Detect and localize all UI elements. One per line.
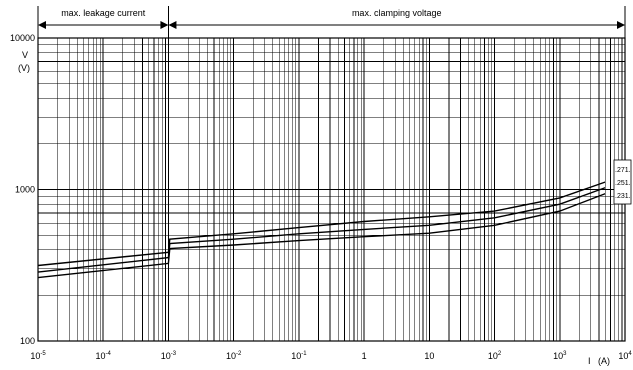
x-tick-label: 10-5 (30, 351, 46, 361)
x-tick-label: 10 (424, 351, 434, 361)
x-axis-unit: (A) (598, 356, 610, 366)
y-tick-label: 1000 (15, 185, 35, 195)
region-label: max. leakage current (61, 8, 146, 18)
legend-entry: .271. (615, 167, 631, 174)
series-line (37, 192, 606, 279)
x-tick-label: 104 (618, 351, 632, 361)
region-arrowhead-left (38, 21, 46, 29)
y-axis-label: V (22, 50, 28, 60)
grid (37, 37, 626, 342)
x-tick-label: 102 (488, 351, 502, 361)
legend-box (613, 159, 632, 205)
x-tick-label: 10-2 (226, 351, 242, 361)
region-arrowhead-right (160, 21, 169, 29)
series-lines (37, 181, 606, 279)
x-tick-label: 1 (362, 351, 367, 361)
x-tick-exponent: -2 (236, 351, 242, 357)
x-tick-exponent: -5 (40, 351, 46, 357)
region-label: max. clamping voltage (352, 8, 442, 18)
region-annotations: max. leakage current max. clamping voltag… (37, 6, 626, 38)
y-tick-label: 100 (20, 336, 35, 346)
x-tick-exponent: 3 (563, 351, 567, 357)
y-tick-label: 10000 (10, 33, 35, 43)
legend-entry: .251. (615, 180, 631, 187)
axes: V (V) I (A) 10-5 10-4 10-3 10-2 10-1 1 10 102 10… (10, 33, 632, 366)
region-arrowhead-left (168, 21, 177, 29)
x-tick-exponent: 2 (498, 351, 502, 357)
x-tick-label: 10-4 (96, 351, 112, 361)
x-tick-label: 103 (553, 351, 567, 361)
x-tick-label: 10-1 (291, 351, 307, 361)
x-tick-label: 10-3 (161, 351, 177, 361)
x-tick-exponent: -3 (171, 351, 177, 357)
legend-entry: .231. (615, 193, 631, 200)
y-axis-unit: (V) (18, 63, 30, 73)
legend: .271. .251. .231. (613, 159, 632, 205)
region-arrowhead-right (617, 21, 625, 29)
x-tick-exponent: -1 (301, 351, 307, 357)
x-axis-label: I (588, 356, 591, 366)
x-tick-exponent: -4 (106, 351, 112, 357)
x-tick-exponent: 4 (628, 351, 632, 357)
